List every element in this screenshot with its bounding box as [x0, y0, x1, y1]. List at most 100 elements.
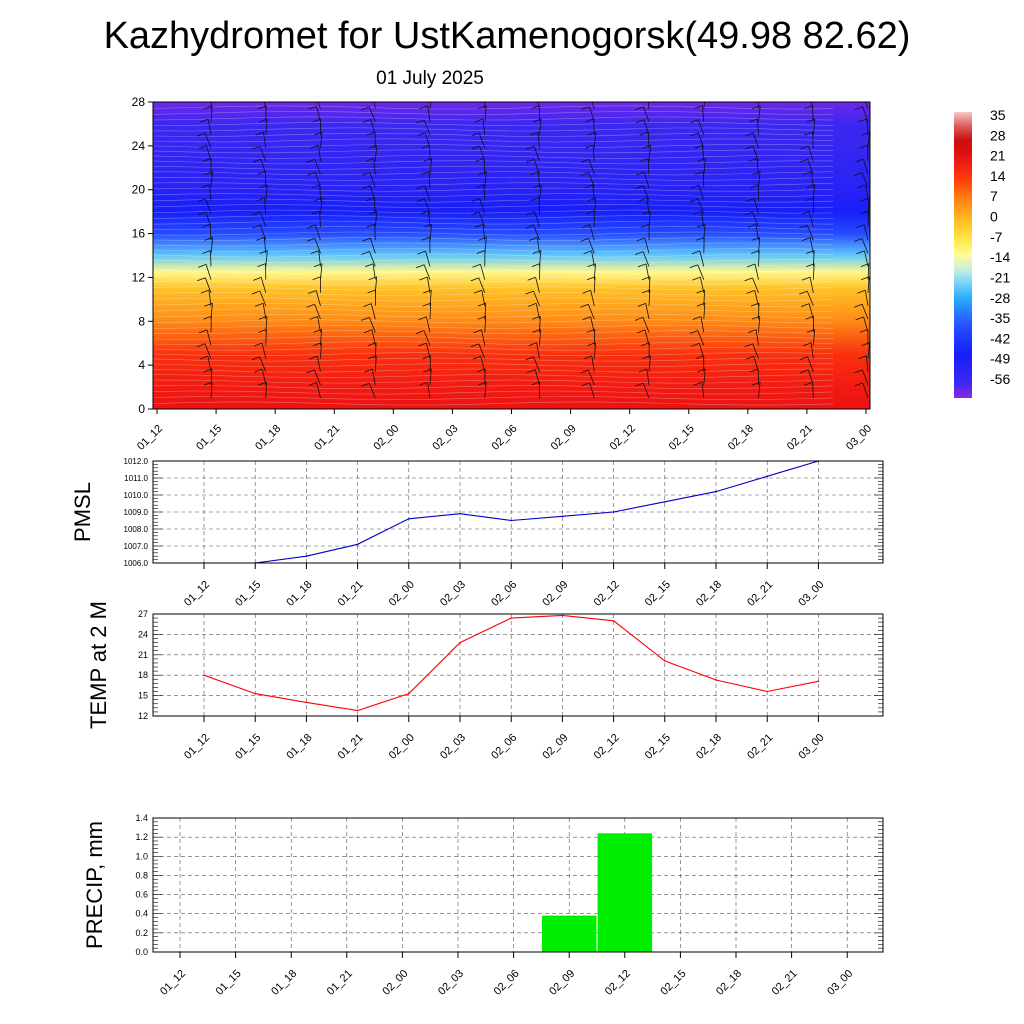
wind-barb-flag	[477, 93, 485, 96]
wind-barb-flag	[416, 119, 425, 124]
wind-barb	[703, 303, 706, 320]
wind-barb-flag	[474, 118, 483, 123]
wind-barb-flag	[529, 237, 538, 241]
wind-barb	[534, 211, 540, 228]
wind-barb-flag	[745, 198, 755, 202]
wind-barb-flag	[472, 355, 481, 360]
data-point	[459, 512, 461, 515]
wind-barb	[371, 329, 376, 346]
wind-barb-flag	[689, 198, 699, 203]
wind-barb-flag	[257, 171, 266, 175]
wind-barb	[478, 211, 486, 228]
wind-barb-flag	[800, 369, 809, 374]
wind-barb	[645, 303, 650, 320]
x-tick-label: 01_21	[325, 968, 355, 998]
x-tick-label: 03_00	[796, 579, 826, 609]
wind-barb	[647, 102, 650, 109]
data-point	[459, 641, 461, 644]
x-tick-label: 02_15	[643, 579, 673, 609]
wind-barb	[210, 171, 213, 188]
wind-barb-flag	[855, 158, 864, 163]
wind-barb	[588, 369, 595, 386]
wind-barb	[867, 263, 870, 280]
wind-barb	[484, 171, 487, 188]
wind-barb-flag	[203, 315, 212, 320]
wind-barb-flag	[253, 342, 263, 347]
wind-barb-flag	[530, 197, 540, 202]
wind-barb	[865, 102, 869, 109]
x-tick-label: 02_12	[592, 579, 622, 609]
wind-barb-flag	[800, 211, 810, 215]
wind-barb	[259, 146, 267, 162]
wind-barb-flag	[583, 355, 592, 360]
wind-barb	[758, 171, 761, 188]
wind-barb-flag	[251, 290, 261, 295]
wind-barb-flag	[747, 224, 756, 228]
wind-barb	[643, 119, 650, 136]
wind-barb-flag	[744, 211, 753, 216]
wind-barb-flag	[252, 158, 262, 163]
wind-barb	[807, 369, 814, 386]
y-tick-label: 20	[132, 183, 146, 197]
colorbar-label: -49	[990, 351, 1010, 367]
x-tick-label: 02_09	[549, 423, 579, 453]
wind-barb-flag	[308, 290, 317, 294]
wind-barb-flag	[525, 356, 534, 361]
wind-barb	[535, 303, 540, 320]
wind-barb	[703, 368, 706, 385]
wind-barb-flag	[690, 119, 699, 124]
wind-barb	[812, 382, 814, 399]
x-tick-label: 02_06	[490, 423, 520, 453]
wind-barb	[423, 264, 431, 280]
wind-barb-flag	[198, 329, 208, 334]
wind-barb-flag	[255, 302, 264, 307]
wind-barb	[755, 224, 759, 241]
wind-barb	[700, 316, 705, 333]
wind-barb-flag	[258, 329, 267, 333]
wind-barb-flag	[636, 237, 645, 242]
wind-barb	[428, 171, 431, 188]
wind-barb-flag	[747, 329, 757, 333]
x-tick-label: 03_00	[825, 968, 855, 998]
x-tick-label: 02_21	[770, 968, 800, 998]
wind-barb	[371, 369, 376, 385]
wind-barb-flag	[197, 211, 206, 216]
wind-barb	[593, 342, 596, 359]
wind-barb-flag	[800, 93, 808, 96]
wind-barb	[757, 102, 759, 109]
wind-barb	[428, 211, 431, 228]
wind-barb-flag	[854, 382, 863, 387]
x-tick-label: 02_03	[436, 968, 466, 998]
y-tick-label: 28	[132, 95, 146, 109]
wind-barb	[643, 185, 650, 201]
wind-barb	[867, 210, 869, 228]
wind-barb-flag	[306, 237, 316, 242]
data-point	[766, 690, 768, 693]
wind-barb-flag	[368, 355, 377, 360]
wind-barb-flag	[692, 276, 701, 281]
wind-barb-flag	[854, 369, 863, 374]
wind-barb-flag	[361, 317, 370, 321]
wind-barb	[808, 303, 814, 320]
wind-barb-flag	[476, 368, 486, 373]
wind-barb	[320, 197, 323, 214]
wind-barb	[427, 105, 431, 122]
wind-barb	[593, 329, 596, 346]
y-tick-label: 1007.0	[124, 542, 149, 551]
wind-barb-flag	[635, 119, 645, 124]
wind-barb-flag	[694, 105, 703, 110]
wind-barb-flag	[307, 224, 316, 229]
wind-barb	[642, 382, 650, 399]
x-tick-label: 02_15	[667, 423, 697, 453]
wind-barb-flag	[256, 197, 265, 202]
wind-barb-flag	[361, 382, 370, 387]
wind-barb-flag	[531, 263, 541, 267]
wind-barb	[862, 382, 869, 399]
x-tick-label: 01_18	[253, 423, 283, 453]
wind-barb	[648, 289, 651, 306]
wind-barb	[481, 290, 486, 306]
wind-barb-flag	[312, 276, 321, 281]
wind-barb	[644, 237, 650, 254]
wind-barb-flag	[365, 197, 375, 202]
wind-barb-flag	[750, 93, 758, 96]
